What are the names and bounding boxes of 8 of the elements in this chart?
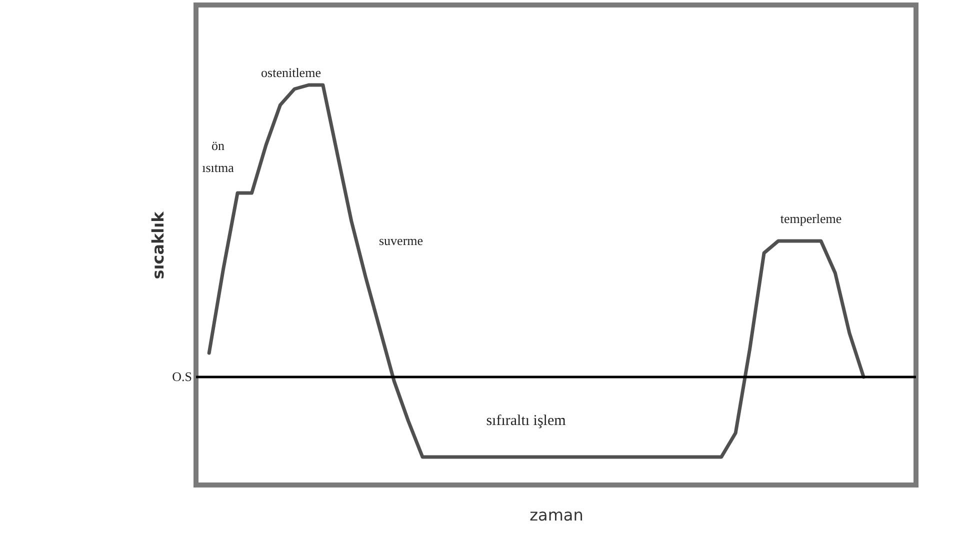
annotation: ön ısıtma — [202, 138, 234, 175]
ref-line-label: O.S — [172, 369, 192, 384]
text: ostenitleme — [261, 65, 322, 80]
annotation: temperleme — [780, 211, 842, 226]
y-axis-title: sıcaklık — [148, 211, 168, 280]
annotation: suverme — [378, 233, 424, 248]
x-axis-title: zaman — [530, 506, 584, 524]
annotation: sıfıraltı işlem — [486, 413, 566, 429]
